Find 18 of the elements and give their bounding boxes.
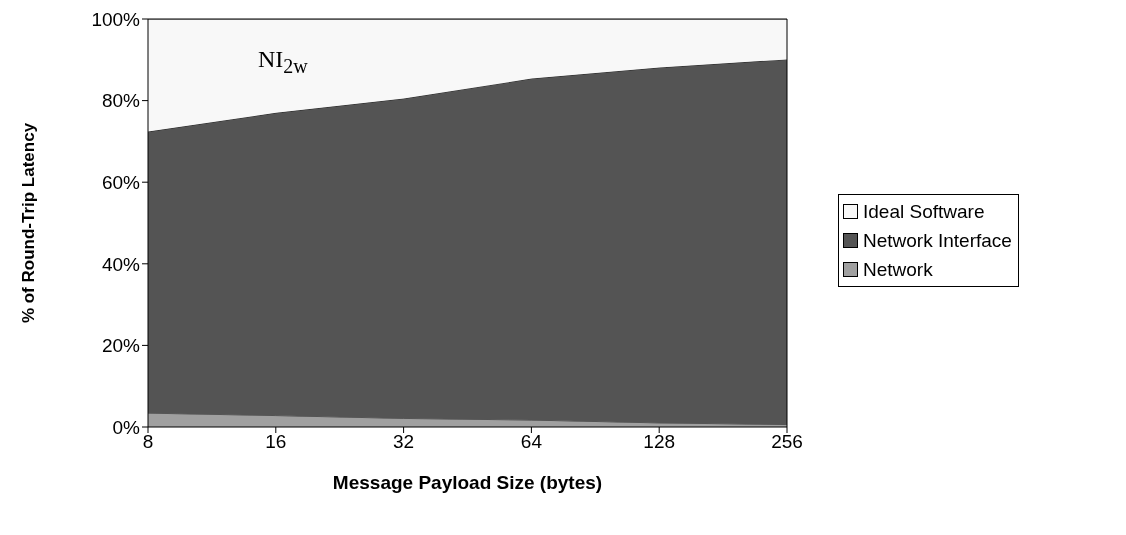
- x-tick-label: 16: [265, 431, 287, 453]
- x-tick-label: 128: [643, 431, 676, 453]
- legend-label: Network: [863, 258, 933, 282]
- y-tick-label: 100%: [91, 8, 141, 30]
- y-tick-label: 20%: [101, 335, 141, 357]
- legend-label: Ideal Software: [863, 200, 985, 224]
- annotation: NI$_{2w}$: [258, 46, 308, 78]
- x-tick-label: 8: [142, 431, 154, 453]
- x-tick-label: 256: [771, 431, 803, 453]
- x-axis-title: Message Payload Size (bytes): [332, 472, 603, 493]
- x-tick-label: 64: [520, 431, 543, 453]
- x-tick-label: 32: [393, 431, 415, 453]
- y-tick-label: 40%: [101, 253, 141, 275]
- y-tick-label: 0%: [112, 416, 141, 438]
- y-tick-label: 80%: [101, 90, 141, 112]
- legend-label: Network Interface: [863, 229, 1012, 253]
- y-tick-label: 60%: [101, 171, 141, 193]
- y-axis-title: % of Round-Trip Latency: [19, 122, 39, 324]
